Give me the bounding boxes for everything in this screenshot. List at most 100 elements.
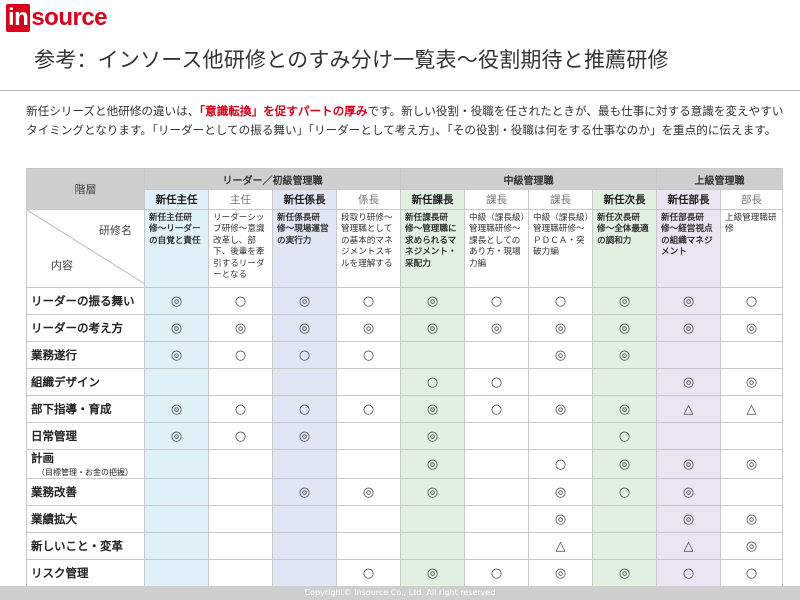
mark-cell: ◎ [336,478,401,506]
table-row: リーダーの考え方 ◎ ◎ ◎ ◎ ◎ ◎ ◎ ◎ ◎ ◎ [26,314,783,342]
level-cell: 部長 [720,189,783,210]
mark-cell [272,449,337,479]
mark-cell [464,478,529,506]
mark-cell [336,505,401,533]
mark-cell: ◎ [720,505,783,533]
mark-cell [208,505,273,533]
mark-cell: ○ [336,287,401,315]
row-label-text: 部下指導・育成 [31,402,112,416]
table-row: 部下指導・育成 ◎ ○ ○ ○ ◎ ○ ◎ ◎ △ △ [26,395,783,423]
mark-cell: ◎ [656,287,721,315]
mark-cell: ◎ [272,287,337,315]
mark-cell [144,449,209,479]
mark-cell: ◎ [400,395,465,423]
mark-cell: ○ [720,559,783,587]
table-row: リスク管理 ○ ◎ ○ ◎ ◎ ○ ○ [26,559,783,587]
mark-cell: ○ [592,478,657,506]
mark-cell: ◎ [528,478,593,506]
mark-cell [144,532,209,560]
corner-course-label: 研修名 [99,224,132,237]
row-label: リーダーの考え方 [26,314,145,342]
row-label: 計画 （目標管理・お金の把握） [26,449,145,479]
intro-before: 新任シリーズと他研修の違いは、 [26,104,200,118]
mark-cell: ◎ [656,505,721,533]
mark-cell: ◎ [592,559,657,587]
mark-cell [336,532,401,560]
mark-cell: ◎ [144,395,209,423]
logo-source: source [31,4,108,31]
mark-cell [272,505,337,533]
level-cell: 課長 [464,189,529,210]
mark-cell: ◎ [400,287,465,315]
mark-cell [208,478,273,506]
table-row: 組織デザイン ○ ○ ◎ ◎ [26,368,783,396]
mark-cell: ◎ [400,449,465,479]
mark-cell: ◎ [592,449,657,479]
table-row: 日常管理 ◎ ○ ◎ ◎ ○ [26,422,783,450]
mark-cell: ◎ [272,422,337,450]
mark-cell: △ [656,395,721,423]
mark-cell: ◎ [528,341,593,369]
mark-cell: ○ [336,341,401,369]
row-sublabel: （目標管理・お金の把握） [37,468,133,477]
insource-logo: in source [6,4,108,32]
mark-cell: ◎ [592,314,657,342]
level-row: 新任主任 主任 新任係長 係長 新任課長 課長 課長 新任次長 新任部長 部長 [27,189,783,210]
mark-cell [464,505,529,533]
row-label-text: 新しいこと・変革 [31,539,123,553]
mark-cell: ◎ [144,314,209,342]
mark-cell [336,449,401,479]
group-leader: リーダー／初級管理職 [144,168,401,190]
mark-cell: ◎ [720,532,783,560]
mark-cell: ◎ [144,422,209,450]
mark-cell: ○ [272,395,337,423]
row-label: リスク管理 [26,559,145,587]
row-label: 業務遂行 [26,341,145,369]
page-title: 参考：インソース他研修とのすみ分け一覧表〜役割期待と推薦研修 [34,48,669,72]
mark-cell [272,532,337,560]
mark-cell [592,505,657,533]
mark-cell [592,532,657,560]
mark-cell: ◎ [528,395,593,423]
mark-cell [208,449,273,479]
mark-cell [464,422,529,450]
table-row: 業務改善 ◎ ◎ ◎ ◎ ○ ◎ [26,478,783,506]
course-cell: 新任主任研修〜リーダーの自覚と責任 [144,209,209,288]
logo-in: in [6,4,31,32]
group-senior: 上級管理職 [656,168,783,190]
course-cell: 中級（課長級）管理職研修〜課長としてのあり方・現場力編 [464,209,529,288]
row-label: 部下指導・育成 [26,395,145,423]
row-label: 業務改善 [26,478,145,506]
table-row: 業績拡大 ◎ ◎ ◎ [26,505,783,533]
footer-copyright: Copyright© Insource Co., Ltd. All right … [0,586,800,600]
row-label-text: 計画 [31,451,54,465]
mark-cell [272,559,337,587]
mark-cell [528,368,593,396]
course-cell: リーダーシップ研修〜意識改革し、部下、後輩を牽引するリーダーとなる [208,209,273,288]
group-middle: 中級管理職 [400,168,657,190]
mark-cell: ○ [528,449,593,479]
mark-cell: ◎ [272,314,337,342]
course-cell: 中級（課長級）管理職研修〜ＰＤＣＡ・突破力編 [528,209,593,288]
mark-cell [400,505,465,533]
mark-cell: ◎ [656,368,721,396]
mark-cell: ○ [336,395,401,423]
mark-cell: ◎ [400,314,465,342]
mark-cell: ◎ [592,287,657,315]
row-label: 新しいこと・変革 [26,532,145,560]
level-cell: 新任係長 [272,189,337,210]
diagonal-line [27,210,145,284]
row-label-text: 業務遂行 [31,348,77,362]
mark-cell: ○ [336,559,401,587]
mark-cell [400,532,465,560]
mark-cell: ◎ [528,559,593,587]
mark-cell: ○ [208,422,273,450]
mark-cell: ◎ [656,478,721,506]
intro-emphasis: 「意識転換」を促すパートの厚み [199,104,368,118]
row-label: 組織デザイン [26,368,145,396]
mark-cell: ○ [656,559,721,587]
mark-cell [464,532,529,560]
mark-cell: ◎ [720,314,783,342]
mark-cell: ◎ [528,505,593,533]
mark-cell [144,478,209,506]
